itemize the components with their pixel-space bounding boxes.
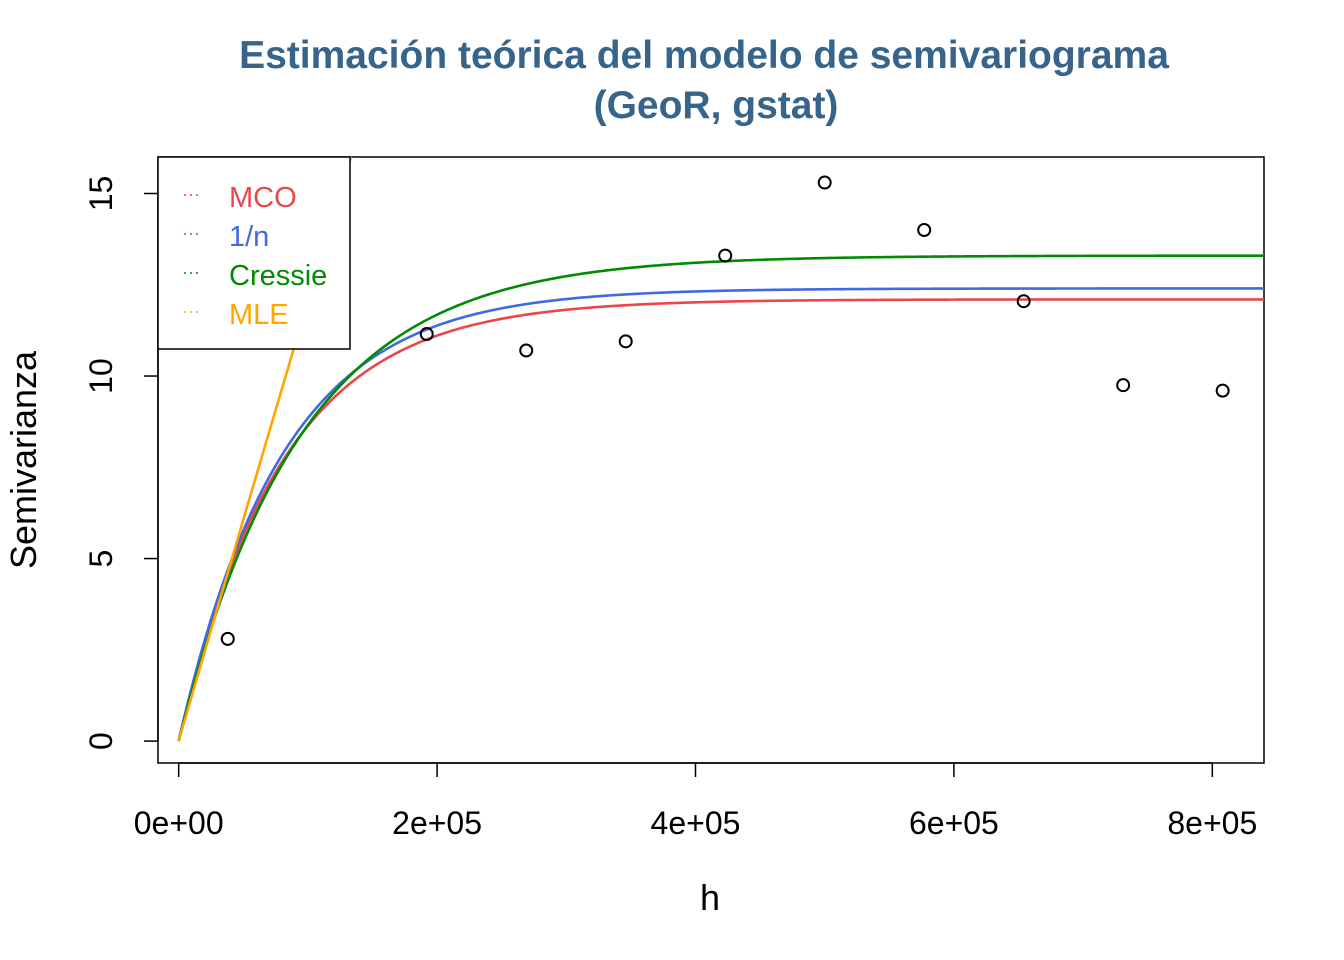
data-point-8 xyxy=(1116,378,1131,393)
x-tick-label-1: 2e+05 xyxy=(392,805,482,841)
data-point-6 xyxy=(917,223,932,238)
y-axis-label: Semivarianza xyxy=(3,350,44,569)
y-tick-label-3: 15 xyxy=(83,176,119,212)
y-tick-label-0: 0 xyxy=(83,732,119,750)
x-tick-label-0: 0e+00 xyxy=(134,805,224,841)
y-tick-label-2: 10 xyxy=(83,358,119,394)
empirical-points xyxy=(220,175,1230,646)
data-point-1 xyxy=(419,327,434,342)
legend-label-2: Cressie xyxy=(229,260,327,292)
x-tick-label-2: 4e+05 xyxy=(651,805,741,841)
series-line-0 xyxy=(177,298,1264,742)
data-point-0 xyxy=(220,631,235,646)
chart-title-line1: Estimación teórica del modelo de semivar… xyxy=(239,34,1169,77)
legend-box xyxy=(157,156,351,350)
chart-title-line2: (GeoR, gstat) xyxy=(594,84,839,127)
x-tick-label-4: 8e+05 xyxy=(1167,805,1257,841)
legend-label-1: 1/n xyxy=(229,221,269,253)
x-axis: 0e+00 2e+05 4e+05 6e+05 8e+05 xyxy=(134,762,1257,841)
data-point-7 xyxy=(1016,294,1031,309)
series-line-2 xyxy=(177,254,1264,742)
data-point-9 xyxy=(1215,383,1230,398)
data-point-4 xyxy=(718,248,733,263)
model-curves xyxy=(177,157,1264,742)
series-line-1 xyxy=(177,287,1264,742)
data-point-2 xyxy=(519,343,534,358)
legend-label-3: MLE xyxy=(229,299,289,331)
y-axis: 0 5 10 15 xyxy=(83,176,159,750)
x-axis-label: h xyxy=(700,877,720,918)
x-tick-label-3: 6e+05 xyxy=(909,805,999,841)
data-point-5 xyxy=(817,175,832,190)
y-tick-label-1: 5 xyxy=(83,550,119,568)
data-point-3 xyxy=(618,334,633,349)
legend: MCO 1/n Cressie MLE xyxy=(157,156,351,350)
legend-label-0: MCO xyxy=(229,182,297,214)
